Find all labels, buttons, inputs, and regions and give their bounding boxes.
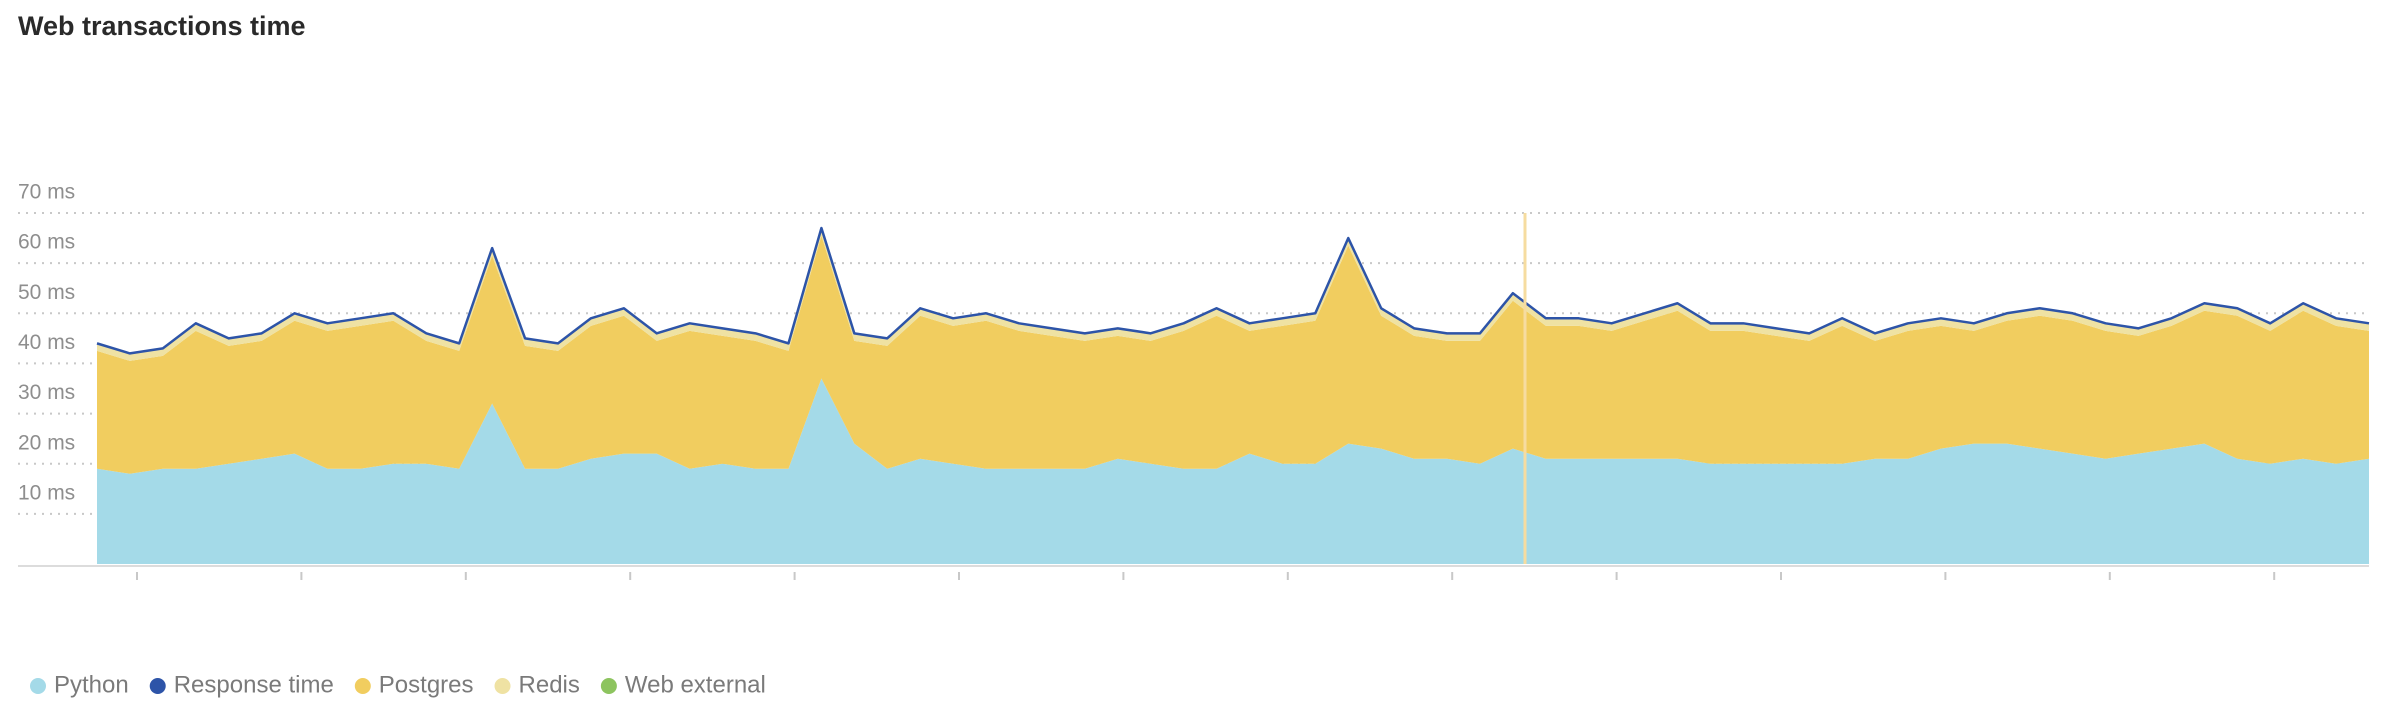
legend-swatch bbox=[149, 678, 166, 694]
legend-item: Redis bbox=[494, 671, 580, 698]
y-tick-label: 20 ms bbox=[18, 431, 75, 454]
legend-item: Web external bbox=[600, 671, 766, 698]
legend-item: Python bbox=[30, 671, 129, 698]
y-tick-label: 70 ms bbox=[18, 181, 75, 204]
legend-label: Redis bbox=[519, 671, 580, 698]
y-tick-label: 30 ms bbox=[18, 381, 75, 404]
legend-label: Postgres bbox=[379, 671, 474, 698]
area bbox=[97, 378, 2369, 564]
legend-swatch bbox=[600, 678, 617, 694]
legend-item: Response time bbox=[149, 671, 334, 698]
legend-swatch bbox=[30, 678, 46, 694]
legend-item: Postgres bbox=[354, 671, 474, 698]
y-tick-label: 10 ms bbox=[18, 481, 75, 504]
legend-label: Python bbox=[54, 671, 129, 698]
y-tick-label: 60 ms bbox=[18, 231, 75, 254]
legend-label: Web external bbox=[625, 671, 766, 698]
y-tick-label: 50 ms bbox=[18, 281, 75, 304]
legend-swatch bbox=[494, 678, 511, 694]
legend-label: Response time bbox=[174, 671, 334, 698]
y-tick-label: 40 ms bbox=[18, 331, 75, 354]
legend-swatch bbox=[354, 678, 371, 694]
chart-title: Web transactions time bbox=[18, 11, 306, 41]
line bbox=[96, 226, 2370, 355]
area bbox=[97, 235, 2369, 474]
